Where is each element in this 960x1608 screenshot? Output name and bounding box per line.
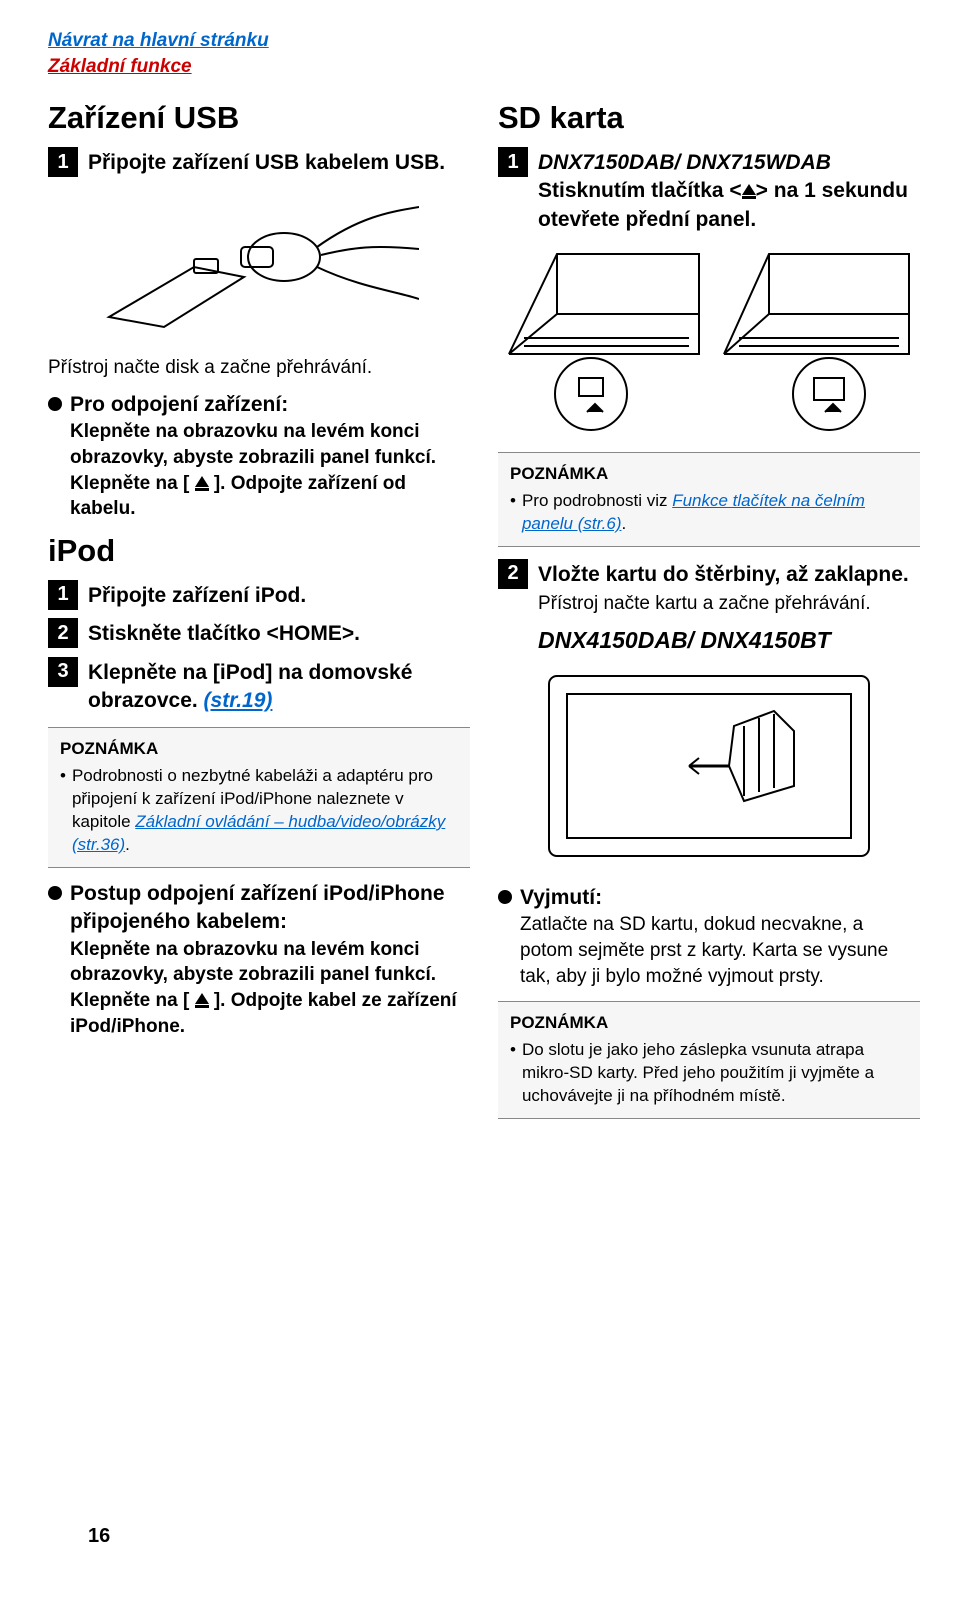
step-number-1: 1 <box>48 580 78 610</box>
step-number-3: 3 <box>48 657 78 687</box>
ipod-step-3-text: Klepněte na [iPod] na domovské obrazovce… <box>88 657 470 716</box>
heading-ipod: iPod <box>48 530 470 572</box>
note-line: Do slotu je jako jeho záslepka vsunuta a… <box>510 1039 908 1108</box>
figure-usb-cable <box>48 187 470 337</box>
ipod-step-2-text: Stiskněte tlačítko <HOME>. <box>88 618 360 648</box>
step-number-2: 2 <box>498 559 528 589</box>
figure-sd-insert <box>498 666 920 866</box>
note-microsd-dummy: POZNÁMKA Do slotu je jako jeho záslepka … <box>498 1001 920 1119</box>
sd-remove-head: Vyjmutí: <box>498 884 920 912</box>
right-column: SD karta 1 DNX7150DAB/ DNX715WDAB Stiskn… <box>498 89 920 1131</box>
link-basic-functions[interactable]: Základní funkce <box>48 54 920 80</box>
figure-sd-panels <box>498 244 920 434</box>
bullet-icon <box>498 890 512 904</box>
page-number: 16 <box>88 1523 110 1550</box>
sd-step-2: 2 Vložte kartu do štěrbiny, až zaklapne.… <box>498 559 920 617</box>
link-str19[interactable]: (str.19) <box>204 689 273 712</box>
sd-step-1-text: DNX7150DAB/ DNX715WDAB Stisknutím tlačít… <box>538 147 920 234</box>
eject-icon <box>742 184 756 195</box>
usb-read-text: Přístroj načte disk a začne přehrávání. <box>48 355 470 381</box>
sd-remove-title: Vyjmutí: <box>520 884 602 912</box>
ipod-disconnect-body1: Klepněte na obrazovku na levém konci obr… <box>70 937 470 988</box>
note-line: Pro podrobnosti viz Funkce tlačítek na č… <box>510 490 908 536</box>
eject-icon <box>195 476 209 487</box>
note-ipod-cables: POZNÁMKA Podrobnosti o nezbytné kabeláži… <box>48 727 470 868</box>
sd-remove-body: Zatlačte na SD kartu, dokud necvakne, a … <box>520 912 920 989</box>
heading-usb: Zařízení USB <box>48 97 470 139</box>
ipod-disconnect-title: Postup odpojení zařízení iPod/iPhone při… <box>70 880 470 937</box>
step-number-1: 1 <box>498 147 528 177</box>
usb-disconnect-head: Pro odpojení zařízení: <box>48 391 470 419</box>
step-number-1: 1 <box>48 147 78 177</box>
eject-icon <box>195 993 209 1004</box>
note-title: POZNÁMKA <box>60 738 458 761</box>
model-dnx4150: DNX4150DAB/ DNX4150BT <box>538 625 920 656</box>
ipod-step-1-text: Připojte zařízení iPod. <box>88 580 306 610</box>
ipod-disconnect-head: Postup odpojení zařízení iPod/iPhone při… <box>48 880 470 937</box>
usb-step-1-text: Připojte zařízení USB kabelem USB. <box>88 147 445 177</box>
bullet-icon <box>48 886 62 900</box>
note-panel-buttons: POZNÁMKA Pro podrobnosti viz Funkce tlač… <box>498 452 920 547</box>
usb-disconnect-body2: Klepněte na [ ]. Odpojte zařízení od kab… <box>70 471 470 522</box>
step-number-2: 2 <box>48 618 78 648</box>
ipod-disconnect-body2: Klepněte na [ ]. Odpojte kabel ze zaříze… <box>70 988 470 1039</box>
ipod-step-3: 3 Klepněte na [iPod] na domovské obrazov… <box>48 657 470 716</box>
sd-step-2-text: Vložte kartu do štěrbiny, až zaklapne. P… <box>538 559 909 617</box>
note-line: Podrobnosti o nezbytné kabeláži a adapté… <box>60 765 458 857</box>
bullet-icon <box>48 397 62 411</box>
heading-sd: SD karta <box>498 97 920 139</box>
usb-disconnect-body1: Klepněte na obrazovku na levém konci obr… <box>70 419 470 470</box>
note-title: POZNÁMKA <box>510 1012 908 1035</box>
note-title: POZNÁMKA <box>510 463 908 486</box>
link-return-home[interactable]: Návrat na hlavní stránku <box>48 28 920 54</box>
ipod-step-1: 1 Připojte zařízení iPod. <box>48 580 470 610</box>
ipod-step-2: 2 Stiskněte tlačítko <HOME>. <box>48 618 470 648</box>
usb-step-1: 1 Připojte zařízení USB kabelem USB. <box>48 147 470 177</box>
header-links: Návrat na hlavní stránku Základní funkce <box>48 28 920 79</box>
usb-disconnect-title: Pro odpojení zařízení: <box>70 391 288 419</box>
sd-step-1: 1 DNX7150DAB/ DNX715WDAB Stisknutím tlač… <box>498 147 920 234</box>
left-column: Zařízení USB 1 Připojte zařízení USB kab… <box>48 89 470 1131</box>
